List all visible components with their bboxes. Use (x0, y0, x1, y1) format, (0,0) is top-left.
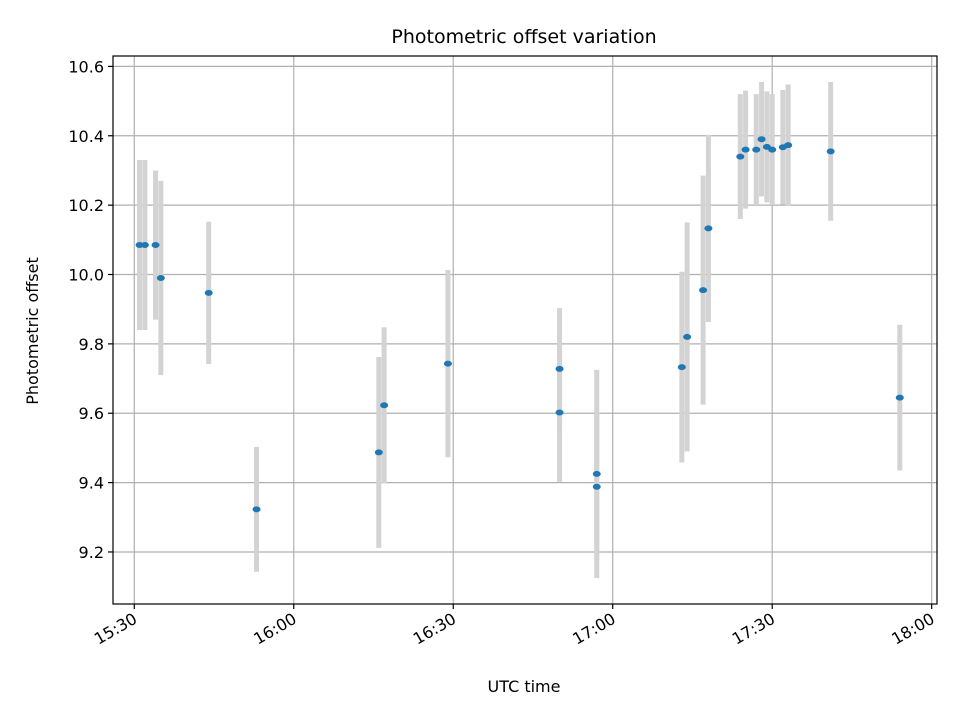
data-point (752, 146, 761, 153)
data-point (741, 146, 750, 153)
data-point (757, 136, 766, 143)
x-axis-title: UTC time (488, 677, 561, 696)
y-tick-label: 9.6 (79, 404, 104, 423)
data-point (592, 483, 601, 490)
y-axis-title: Photometric offset (23, 257, 42, 405)
data-point (555, 409, 564, 416)
y-axis-ticks: 9.2 9.4 9.6 9.8 10.0 10.2 10.4 10.6 (68, 57, 113, 562)
data-point (704, 225, 713, 232)
data-point (140, 242, 149, 249)
plot-frame (112, 55, 938, 605)
y-tick-label: 10.0 (68, 266, 104, 285)
data-point (380, 402, 389, 409)
data-point (699, 287, 708, 294)
data-points (135, 136, 904, 513)
data-point (895, 394, 904, 401)
y-tick-label: 9.2 (79, 543, 104, 562)
data-point (736, 153, 745, 160)
data-point (677, 364, 686, 371)
y-tick-label: 10.2 (68, 196, 104, 215)
data-point (252, 506, 261, 513)
y-tick-label: 9.4 (79, 474, 104, 493)
data-point (592, 470, 601, 477)
y-tick-label: 10.4 (68, 127, 104, 146)
y-tick-label: 10.6 (68, 57, 104, 76)
data-point (784, 142, 793, 149)
data-point (151, 242, 160, 249)
data-point (768, 146, 777, 153)
chart-title: Photometric offset variation (391, 26, 656, 48)
data-point (443, 360, 452, 367)
data-point (826, 148, 835, 155)
data-point (555, 365, 564, 372)
data-point (374, 449, 383, 456)
data-point (156, 274, 165, 281)
data-point (683, 333, 692, 340)
grid-lines (113, 56, 937, 604)
data-point (204, 289, 213, 296)
y-tick-label: 9.8 (79, 335, 104, 354)
